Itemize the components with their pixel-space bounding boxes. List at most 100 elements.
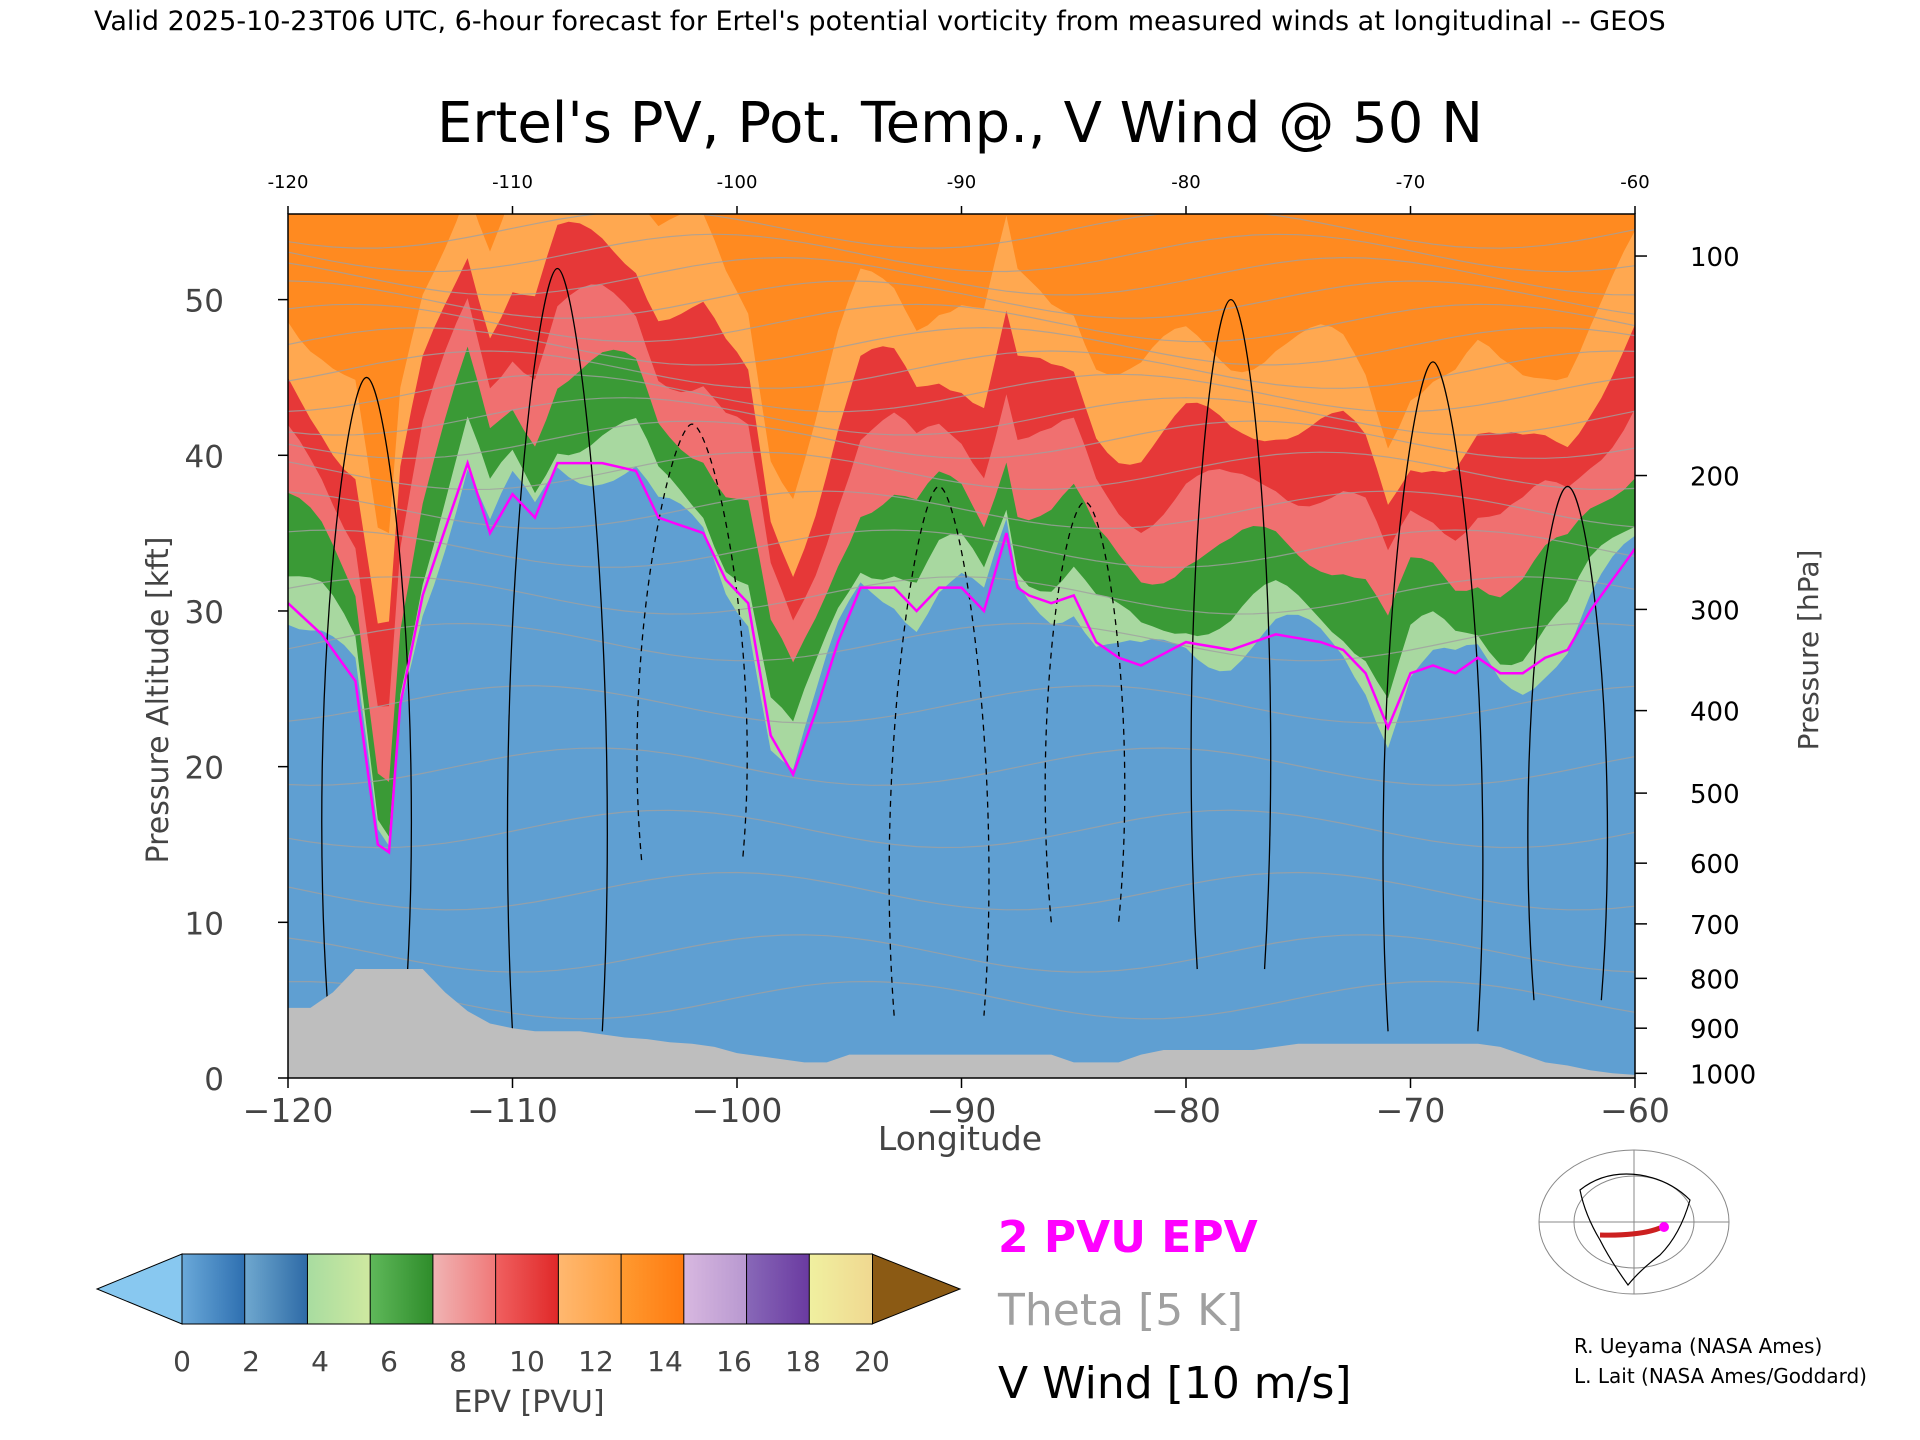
vwind-contour-line <box>1190 298 1272 970</box>
colorbar-under-arrow <box>95 1253 183 1325</box>
colorbar-segment <box>808 1253 873 1325</box>
y2-axis-label: Pressure [hPa] <box>1792 550 1825 751</box>
theta-contour-line <box>288 747 1635 786</box>
plot-area <box>288 214 1635 1078</box>
theta-contour-line <box>288 576 1635 615</box>
pressure-tick-label: 800 <box>1690 965 1740 995</box>
x-tick-label: −90 <box>927 1091 997 1130</box>
colorbar-segment <box>181 1253 246 1325</box>
legend-pvu: 2 PVU EPV <box>998 1212 1258 1263</box>
epv-colorbar: 0 2 4 6 8 10 12 14 16 18 20 <box>95 1253 962 1378</box>
x-axis-label: Longitude <box>878 1119 1042 1158</box>
pressure-tick-label: 700 <box>1690 911 1740 941</box>
x-tick-label: −80 <box>1151 1091 1221 1130</box>
x-top-tick-label: -110 <box>492 172 533 193</box>
theta-contour-line <box>288 980 1635 1020</box>
x-top-tick-label: -80 <box>1171 172 1200 193</box>
colorbar-segment <box>432 1253 497 1325</box>
y-axis-left: 0 10 20 30 40 50 <box>185 284 288 1098</box>
colorbar-tick-label: 2 <box>242 1345 260 1378</box>
colorbar-segment <box>746 1253 811 1325</box>
colorbar-tick-label: 4 <box>311 1345 329 1378</box>
y-tick-label: 30 <box>185 595 224 631</box>
y-tick-label: 10 <box>185 906 224 942</box>
credit-line-2: L. Lait (NASA Ames/Goddard) <box>1574 1364 1867 1388</box>
locator-endpoint <box>1659 1222 1669 1232</box>
vwind-contour-line <box>506 267 608 1032</box>
vwind-contours <box>321 267 1609 1032</box>
x-tick-label: −70 <box>1376 1091 1446 1130</box>
x-top-tick-label: -90 <box>947 172 976 193</box>
colorbar-tick-label: 14 <box>647 1345 683 1378</box>
theta-contour-line <box>288 256 1635 296</box>
colorbar-tick-label: 6 <box>380 1345 398 1378</box>
x-tick-label: −100 <box>692 1091 783 1130</box>
theta-contour-line <box>288 214 1635 249</box>
x-axis: −120 −110 −100 −90 −80 −70 −60 <box>243 1078 1670 1130</box>
pressure-tick-label: 500 <box>1690 780 1740 810</box>
valid-time-header: Valid 2025-10-23T06 UTC, 6-hour forecast… <box>94 6 1666 37</box>
colorbar-segment <box>557 1253 623 1325</box>
vwind-contour-line <box>888 485 990 1016</box>
pressure-tick-label: 100 <box>1690 243 1740 273</box>
vwind-contour-line <box>321 376 413 1001</box>
theta-contour-line <box>288 373 1635 413</box>
colorbar-tick-label: 8 <box>449 1345 467 1378</box>
colorbar-segment <box>306 1253 372 1325</box>
x-top-axis: -120 -110 -100 -90 -80 -70 -60 <box>268 172 1650 214</box>
x-top-tick-label: -70 <box>1396 172 1425 193</box>
x-top-tick-label: -60 <box>1620 172 1649 193</box>
theta-contour-line <box>288 871 1635 911</box>
theta-contour-line <box>288 529 1635 568</box>
colorbar-segment <box>369 1253 434 1325</box>
x-tick-label: −110 <box>467 1091 558 1130</box>
pressure-tick-label: 600 <box>1690 850 1740 880</box>
theta-contour-line <box>288 809 1635 849</box>
credit-line-1: R. Ueyama (NASA Ames) <box>1574 1334 1822 1358</box>
theta-contour-line <box>288 451 1635 491</box>
pressure-tick-label: 300 <box>1690 596 1740 626</box>
colorbar-segment <box>495 1253 560 1325</box>
pressure-tick-label: 1000 <box>1690 1060 1756 1090</box>
pressure-tick-label: 200 <box>1690 463 1740 493</box>
chart-title: Ertel's PV, Pot. Temp., V Wind @ 50 N <box>437 91 1483 156</box>
y-tick-label: 40 <box>185 439 224 475</box>
legend-theta: Theta [5 K] <box>997 1285 1243 1336</box>
colorbar-label: EPV [PVU] <box>453 1385 604 1420</box>
colorbar-segment <box>244 1253 309 1325</box>
y-tick-label: 20 <box>185 751 224 787</box>
colorbar-over-arrow <box>871 1253 962 1325</box>
theta-contour-line <box>288 934 1635 973</box>
theta-contour-line <box>288 350 1635 389</box>
colorbar-tick-label: 16 <box>716 1345 752 1378</box>
vwind-contour-line <box>1527 485 1609 1001</box>
colorbar-tick-label: 18 <box>785 1345 821 1378</box>
colorbar-tick-label: 0 <box>173 1345 191 1378</box>
y-tick-label: 0 <box>204 1062 224 1098</box>
colorbar-tick-label: 20 <box>854 1345 890 1378</box>
colorbar-segment <box>620 1253 685 1325</box>
vwind-contour-line <box>636 423 748 861</box>
colorbar-tick-label: 10 <box>509 1345 545 1378</box>
legend-vwind: V Wind [10 m/s] <box>998 1358 1352 1409</box>
theta-contour-line <box>288 397 1635 436</box>
two-pvu-contour <box>288 459 1635 855</box>
y-axis-label: Pressure Altitude [kft] <box>141 537 176 864</box>
epv-bands <box>288 214 1635 846</box>
theta-contour-line <box>288 280 1635 319</box>
terrain-mask <box>288 969 1635 1078</box>
pressure-tick-label: 400 <box>1690 698 1740 728</box>
y-axis-pressure: 100 200 300 400 500 600 700 800 900 1000 <box>1635 243 1756 1090</box>
pressure-tick-label: 900 <box>1690 1015 1740 1045</box>
locator-map <box>1535 1148 1733 1296</box>
y-tick-label: 50 <box>185 284 224 320</box>
x-tick-label: −120 <box>243 1091 334 1130</box>
x-top-tick-label: -120 <box>268 172 309 193</box>
epv-band-15-pvu <box>288 214 1635 534</box>
theta-contour-line <box>288 233 1635 273</box>
x-tick-label: −60 <box>1600 1091 1670 1130</box>
colorbar-segment <box>683 1253 748 1325</box>
theta-contour-line <box>288 490 1635 530</box>
theta-contour-line <box>288 303 1635 343</box>
